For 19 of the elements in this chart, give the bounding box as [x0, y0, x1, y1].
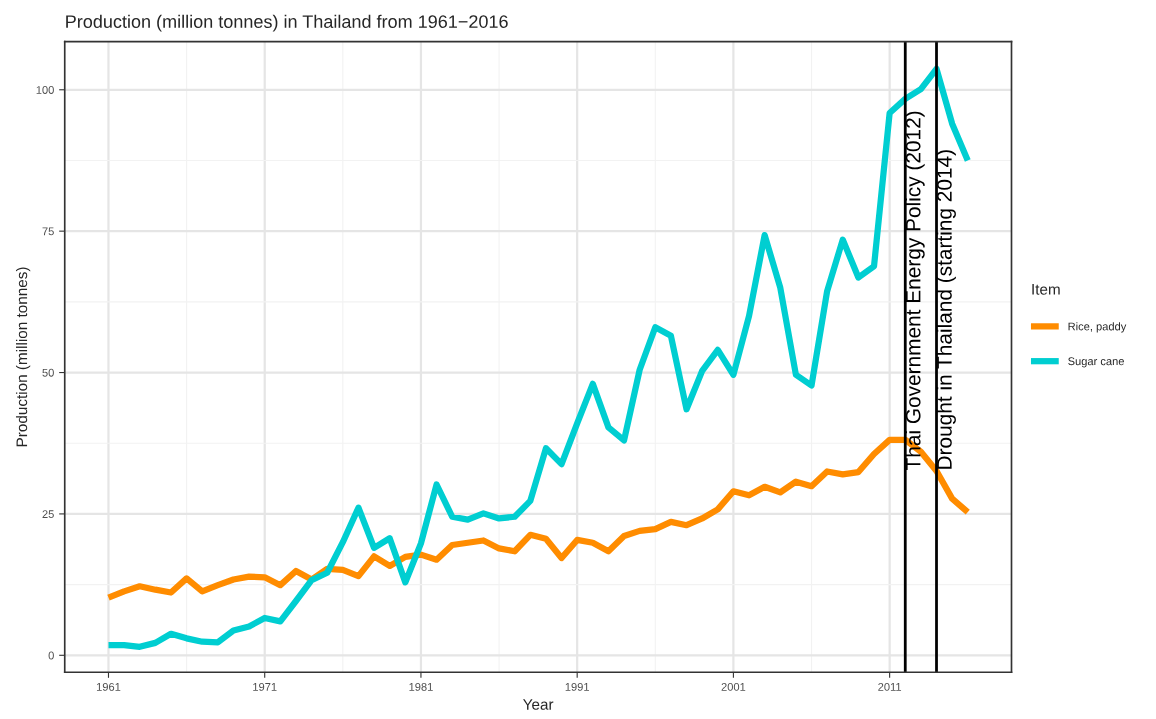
- x-tick-label: 1971: [253, 682, 277, 691]
- chart-title: Production (million tonnes) in Thailand from 1961−2016: [66, 14, 508, 32]
- x-tick-label: 1961: [96, 682, 121, 691]
- legend-label: Rice, paddy: [1068, 322, 1127, 333]
- y-axis-title: Production (million tonnes): [15, 267, 31, 447]
- ref-line-label: Drought in Thailand (starting 2014): [936, 150, 956, 469]
- x-axis-title: Year: [523, 699, 554, 710]
- x-tick-label: 2001: [721, 682, 746, 691]
- y-tick-label: 25: [42, 510, 54, 519]
- ref-line-label: Thai Government Energy Policy (2012): [905, 111, 925, 471]
- y-tick-label: 75: [42, 227, 54, 236]
- legend-label: Sugar cane: [1068, 357, 1124, 368]
- y-tick-label: 100: [36, 86, 54, 94]
- y-tick-label: 0: [48, 651, 54, 660]
- y-tick-label: 50: [42, 368, 54, 377]
- legend-title: Item: [1032, 284, 1060, 295]
- x-tick-label: 1981: [409, 682, 433, 691]
- x-tick-label: 1991: [565, 682, 589, 691]
- x-tick-label: 2011: [878, 682, 902, 691]
